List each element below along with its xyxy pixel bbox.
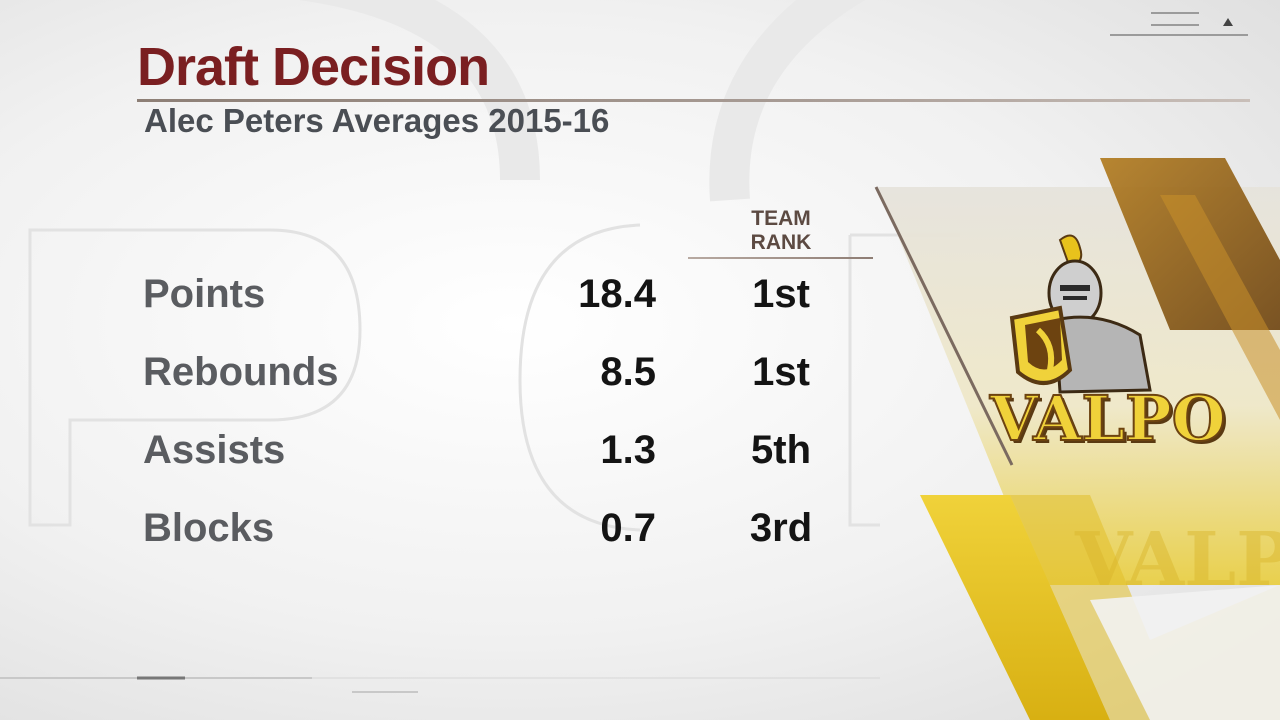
- stat-value: 1.3: [600, 428, 656, 472]
- stat-row-rebounds: Rebounds 8.5 1st: [0, 347, 900, 397]
- stat-value: 0.7: [600, 506, 656, 550]
- page-subtitle: Alec Peters Averages 2015-16: [144, 102, 610, 139]
- stat-value: 18.4: [578, 272, 656, 316]
- team-rank-header-line1: TEAM: [751, 207, 811, 230]
- indicator-line: [1151, 24, 1199, 26]
- stat-label: Assists: [143, 428, 286, 472]
- title-divider: [137, 99, 1250, 102]
- stat-rank: 5th: [751, 428, 811, 472]
- logo-text-shadow: VALPO: [992, 385, 1229, 458]
- logo-wordmark: VALPO: [989, 382, 1226, 455]
- stat-label: Blocks: [143, 506, 275, 550]
- team-rank-header-line2: RANK: [750, 231, 812, 254]
- logo-watermark-text: VALPO: [1074, 517, 1280, 603]
- team-rank-divider: [688, 257, 873, 259]
- stat-row-points: Points 18.4 1st: [0, 269, 900, 319]
- stat-label: Rebounds: [143, 350, 339, 394]
- indicator-line: [1151, 12, 1199, 14]
- page-title: Draft Decision: [137, 37, 490, 97]
- up-arrow-icon: [1223, 18, 1233, 26]
- broadcast-indicator: [1105, 8, 1255, 40]
- indicator-baseline: [1110, 34, 1248, 36]
- stat-rank: 1st: [752, 350, 810, 394]
- knight-mascot-icon: [1009, 234, 1152, 394]
- stat-row-blocks: Blocks 0.7 3rd: [0, 503, 900, 553]
- stat-label: Points: [143, 272, 266, 316]
- team-rank-header: TEAM RANK: [726, 207, 836, 255]
- stat-rank: 3rd: [749, 506, 813, 550]
- stat-row-assists: Assists 1.3 5th: [0, 425, 900, 475]
- gold-accent-stripe: [920, 495, 1110, 720]
- stat-value: 8.5: [600, 350, 656, 394]
- stat-rank: 1st: [752, 272, 810, 316]
